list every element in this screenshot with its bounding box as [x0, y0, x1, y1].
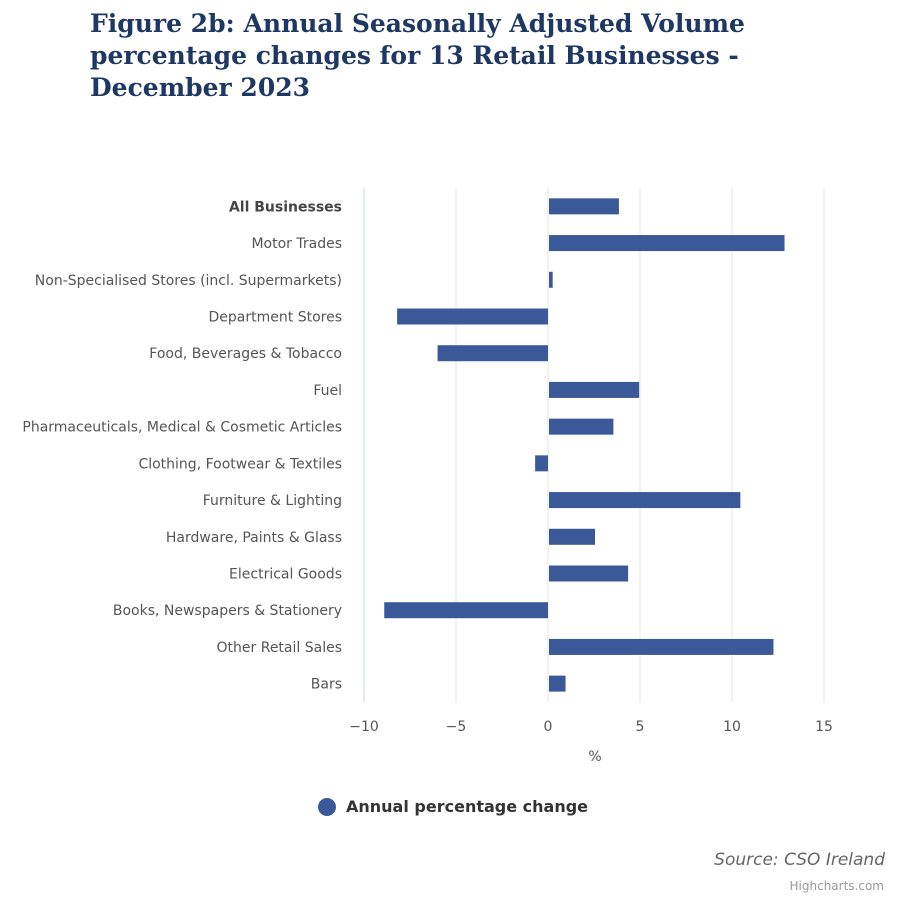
- bar[interactable]: [549, 198, 619, 215]
- category-label: Motor Trades: [251, 236, 342, 252]
- category-label: Pharmaceuticals, Medical & Cosmetic Arti…: [22, 420, 342, 436]
- bar[interactable]: [549, 675, 566, 692]
- category-label: Clothing, Footwear & Textiles: [138, 456, 342, 472]
- bar[interactable]: [549, 418, 614, 435]
- category-label: Non-Specialised Stores (incl. Supermarke…: [35, 273, 342, 289]
- bars: [384, 198, 785, 692]
- bar[interactable]: [549, 492, 741, 509]
- chart-title: Figure 2b: Annual Seasonally Adjusted Vo…: [90, 9, 745, 102]
- category-label: Other Retail Sales: [217, 640, 342, 656]
- legend-swatch-icon: [318, 797, 336, 816]
- bar[interactable]: [384, 602, 548, 619]
- bar[interactable]: [549, 235, 785, 252]
- legend-label[interactable]: Annual percentage change: [346, 797, 589, 816]
- x-tick-label: 0: [544, 719, 553, 735]
- x-tick-label: −5: [446, 719, 467, 735]
- credits-link[interactable]: Highcharts.com: [789, 879, 884, 893]
- category-label: Electrical Goods: [229, 567, 342, 583]
- category-label: Fuel: [313, 383, 342, 399]
- bar[interactable]: [549, 638, 774, 655]
- category-label: Furniture & Lighting: [203, 493, 342, 509]
- bar[interactable]: [549, 271, 553, 288]
- bar[interactable]: [397, 308, 548, 325]
- bar[interactable]: [437, 345, 548, 362]
- legend[interactable]: Annual percentage change: [318, 797, 588, 816]
- category-label: Hardware, Paints & Glass: [166, 530, 342, 546]
- category-label: Bars: [311, 677, 342, 693]
- x-tick-label: 10: [723, 719, 741, 735]
- bar[interactable]: [549, 528, 595, 545]
- gridlines: [363, 188, 825, 702]
- x-tick-label: 5: [636, 719, 645, 735]
- category-label: Food, Beverages & Tobacco: [149, 346, 342, 362]
- tick-labels: −10 −5 0 5 10 15: [349, 719, 833, 735]
- source-note: Source: CSO Ireland: [714, 850, 885, 870]
- category-label: Books, Newspapers & Stationery: [113, 603, 342, 619]
- x-tick-label: 15: [815, 719, 833, 735]
- x-tick-label: −10: [349, 719, 379, 735]
- bar[interactable]: [549, 565, 629, 582]
- x-axis-title: %: [588, 749, 601, 765]
- bar[interactable]: [549, 381, 640, 398]
- category-labels: All Businesses Motor Trades Non-Specialise…: [22, 199, 342, 692]
- category-label: Department Stores: [209, 310, 342, 326]
- category-label: All Businesses: [229, 199, 342, 215]
- bar[interactable]: [535, 455, 548, 472]
